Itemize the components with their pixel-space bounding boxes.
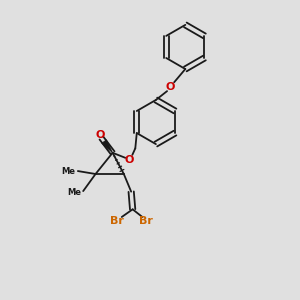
Text: Me: Me	[61, 167, 76, 176]
Text: O: O	[166, 82, 175, 92]
Text: Br: Br	[139, 215, 153, 226]
Text: O: O	[124, 155, 134, 165]
Text: Br: Br	[110, 215, 124, 226]
Polygon shape	[102, 140, 112, 153]
Text: Me: Me	[67, 188, 81, 197]
Text: O: O	[95, 130, 105, 140]
